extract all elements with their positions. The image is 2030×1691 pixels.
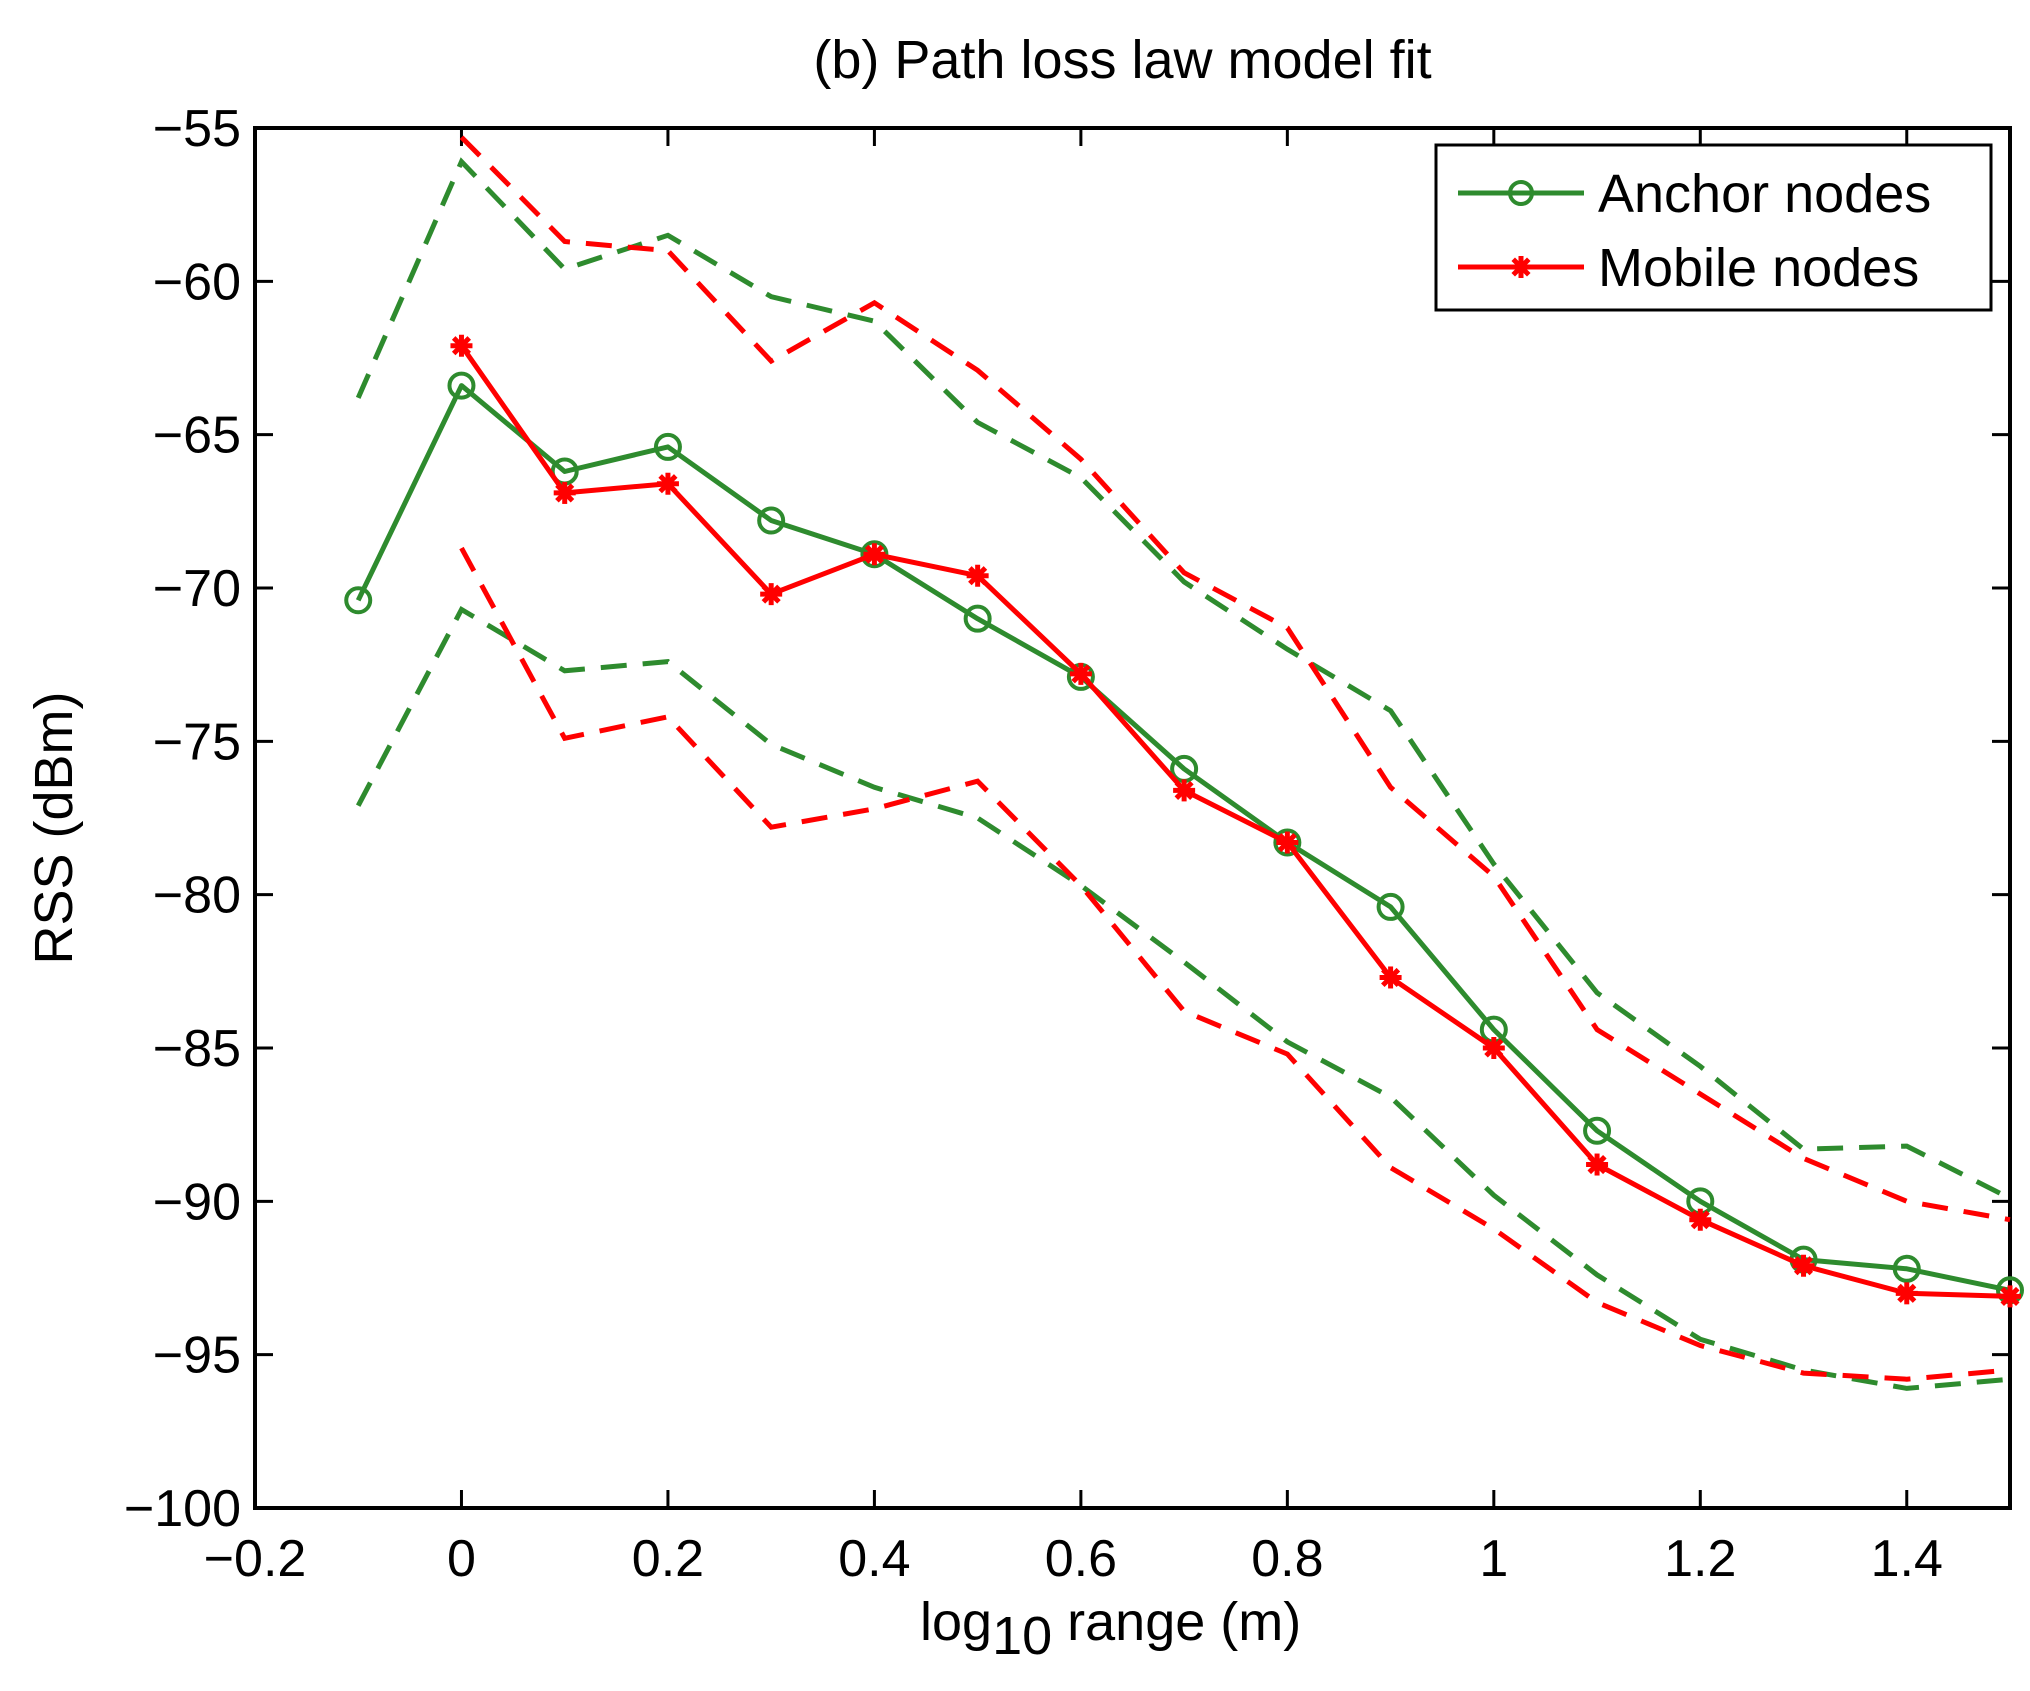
mobile-nodes-point	[1482, 1037, 1505, 1059]
y-tick-label: −90	[153, 1173, 241, 1231]
mobile-nodes-point	[1999, 1285, 2021, 1308]
x-axis-label-subscript: 10	[992, 1606, 1052, 1666]
x-axis-label-rest: range (m)	[1052, 1592, 1301, 1652]
anchor-nodes-point	[653, 432, 682, 461]
mobile-nodes-point	[656, 472, 679, 495]
mobile-nodes-point	[1895, 1282, 1918, 1305]
anchor-nodes-line	[355, 383, 2011, 1293]
mobile-nodes-point	[553, 481, 576, 504]
anchor-nodes-point	[1376, 892, 1405, 921]
mobile-nodes-point	[1379, 966, 1402, 989]
anchor-nodes-point	[1583, 1116, 1612, 1145]
x-tick-label: 0	[447, 1530, 476, 1588]
y-tick-label: −65	[153, 407, 241, 465]
plot-frame	[253, 126, 2012, 1510]
mobile-nodes-point	[1586, 1153, 1609, 1176]
axis-ticks: −0.2 0 0.2 0.4 0.6 0.8 1 1.2 1.4 −55 −60 −65 −70 −75 −…	[124, 100, 2010, 1588]
x-tick-label: 0.6	[1045, 1530, 1117, 1588]
x-tick-label: 0.4	[838, 1530, 910, 1588]
anchor-nodes-point	[757, 506, 786, 535]
x-axis-label-base: log	[920, 1592, 992, 1652]
y-tick-label: −75	[153, 713, 241, 771]
mobile-nodes-upper-bound	[459, 135, 2011, 1223]
x-tick-label: 0.8	[1251, 1530, 1323, 1588]
y-tick-label: −60	[153, 253, 241, 311]
mobile-nodes-point	[450, 334, 473, 357]
y-tick-label: −70	[153, 560, 241, 618]
anchor-nodes-point	[447, 371, 476, 400]
anchor-nodes-point	[1273, 828, 1302, 857]
anchor-nodes-upper-bound	[355, 157, 2012, 1201]
mobile-nodes-point	[1276, 831, 1299, 854]
mobile-nodes-point	[1792, 1254, 1815, 1277]
legend-label-mobile-nodes: Mobile nodes	[1598, 238, 1919, 298]
x-tick-label: 0.2	[632, 1530, 704, 1588]
legend-label-anchor-nodes: Anchor nodes	[1598, 164, 1931, 224]
x-axis-label: log10 range (m)	[920, 1592, 1301, 1666]
y-tick-label: −85	[153, 1020, 241, 1078]
mobile-nodes-point	[1173, 779, 1196, 802]
anchor-nodes-point	[1892, 1254, 1921, 1283]
mobile-nodes-point	[863, 543, 886, 566]
y-axis-label: RSS (dBm)	[24, 691, 84, 964]
legend-box	[1434, 143, 1993, 312]
x-tick-label: 1	[1479, 1530, 1508, 1588]
mobile-nodes-point	[760, 583, 783, 606]
x-tick-label: −0.2	[204, 1530, 307, 1588]
y-tick-label: −95	[153, 1327, 241, 1385]
mobile-nodes-lower-bound	[459, 546, 2011, 1382]
y-tick-label: −80	[153, 867, 241, 925]
legend-marker-mobile-nodes	[1510, 256, 1532, 278]
anchor-nodes-lower-bound	[355, 606, 2011, 1391]
anchor-nodes-point	[963, 604, 992, 633]
mobile-nodes-line	[459, 344, 2011, 1299]
y-tick-label: −55	[153, 100, 241, 158]
y-tick-label: −100	[124, 1480, 241, 1538]
x-tick-label: 1.4	[1871, 1530, 1943, 1588]
mobile-nodes-point	[1689, 1208, 1712, 1231]
mobile-nodes-point	[1069, 662, 1092, 685]
anchor-nodes-point	[344, 586, 373, 615]
x-tick-label: 1.2	[1664, 1530, 1736, 1588]
mobile-nodes-point	[966, 564, 989, 587]
series-layer	[344, 135, 2024, 1391]
chart-title: (b) Path loss law model fit	[813, 30, 1431, 90]
legend: Anchor nodes Mobile nodes	[1434, 143, 1993, 312]
legend-marker-anchor-nodes	[1508, 180, 1534, 206]
